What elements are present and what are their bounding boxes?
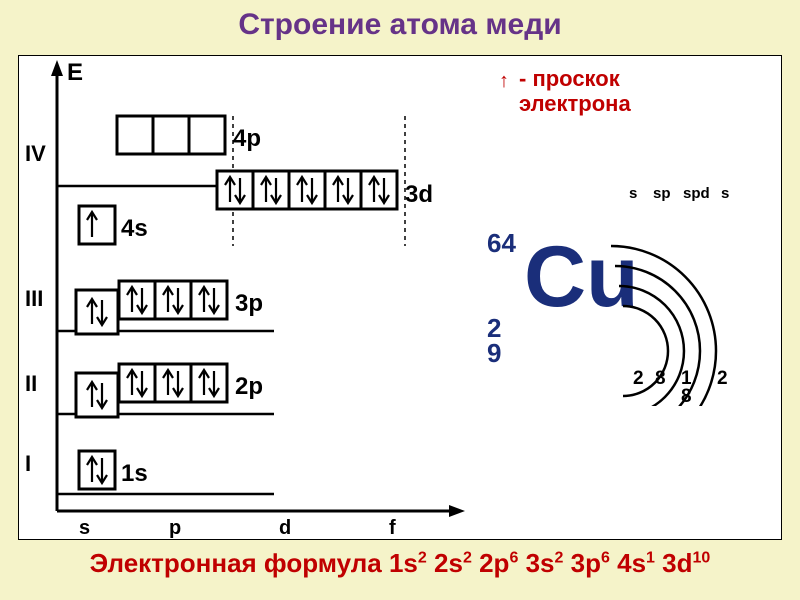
- svg-text:s: s: [629, 185, 637, 202]
- electron-formula: Электронная формула 1s2 2s2 2p6 3s2 3p6 …: [18, 548, 782, 579]
- svg-text:2p: 2p: [235, 373, 263, 400]
- svg-text:p: p: [169, 517, 181, 539]
- svg-text:3p: 3p: [235, 290, 263, 317]
- legend-line1: - проскок: [519, 66, 620, 91]
- svg-text:I: I: [25, 451, 31, 476]
- svg-text:8: 8: [681, 386, 692, 406]
- svg-text:spd: spd: [683, 185, 710, 202]
- legend-line2: электрона: [519, 91, 631, 116]
- legend-arrow-icon: ↑: [499, 70, 509, 93]
- svg-text:2: 2: [717, 368, 728, 389]
- atomic-number: 2 9: [487, 316, 501, 365]
- svg-text:E: E: [67, 59, 83, 86]
- legend-text: - проскок электрона: [519, 66, 631, 117]
- diagram-panel: EspdfIIIIIIIV1s2p3p3d4s4p ↑ - проскок эл…: [18, 55, 782, 540]
- svg-text:8: 8: [655, 368, 666, 389]
- svg-text:sp: sp: [653, 185, 671, 202]
- svg-text:d: d: [279, 517, 291, 539]
- page-title: Строение атома меди: [0, 0, 800, 48]
- atomic-number-bot: 9: [487, 338, 501, 368]
- svg-text:IV: IV: [25, 141, 46, 166]
- svg-text:1s: 1s: [121, 460, 148, 487]
- svg-text:III: III: [25, 286, 43, 311]
- svg-text:s: s: [721, 185, 729, 202]
- energy-diagram: EspdfIIIIIIIV1s2p3p3d4s4p: [19, 56, 479, 541]
- svg-text:4p: 4p: [233, 125, 261, 152]
- svg-text:4s: 4s: [121, 215, 148, 242]
- svg-text:s: s: [79, 517, 90, 539]
- mass-number: 64: [487, 228, 516, 259]
- svg-text:f: f: [389, 517, 396, 539]
- svg-text:2: 2: [633, 368, 644, 389]
- electron-shells: sspspds28128: [595, 166, 785, 406]
- svg-text:II: II: [25, 371, 37, 396]
- svg-text:3d: 3d: [405, 181, 433, 208]
